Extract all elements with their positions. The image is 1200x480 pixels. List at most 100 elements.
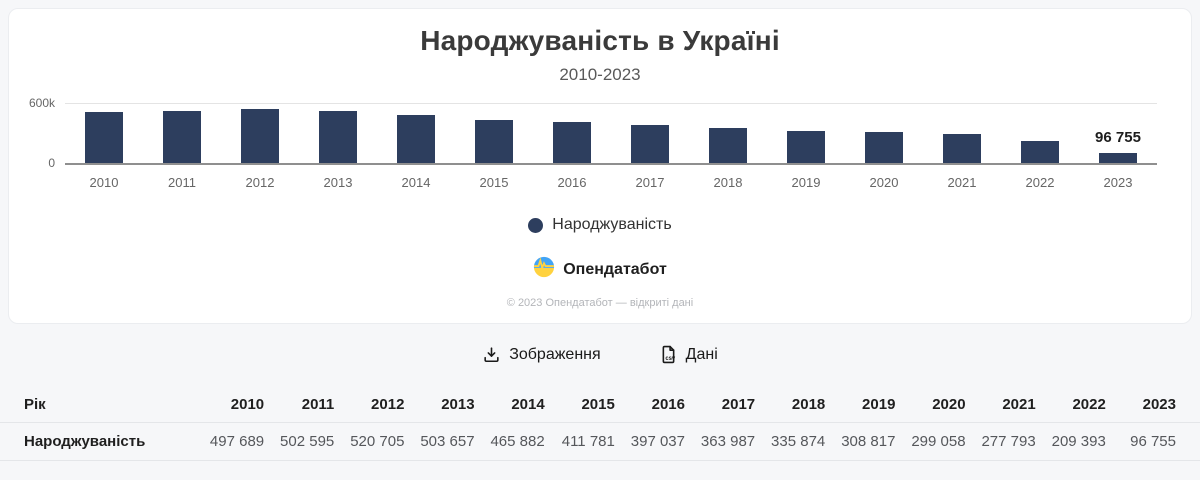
bar-chart: 600k 0 96 755 2010 2011 2012 2013 2014 2015 20… [9, 96, 1191, 190]
table-row: Народжуваність 497 689 502 595 520 705 503 6… [0, 423, 1200, 461]
bar-slot-2020 [845, 103, 923, 163]
table-cell-value: 308 817 [841, 433, 896, 450]
table-row-label: Народжуваність [24, 433, 146, 450]
bar-2022[interactable] [1021, 141, 1059, 163]
bar-2014[interactable] [397, 115, 435, 163]
bar-2011[interactable] [163, 111, 201, 163]
opendatabot-brand[interactable]: Опендатабот [9, 256, 1191, 283]
bar-slot-2016 [533, 103, 611, 163]
table-header-year: 2019 [862, 396, 896, 413]
table-cell-value: 502 595 [280, 433, 335, 450]
bar-2020[interactable] [865, 132, 903, 163]
copyright-text: © 2023 Опендатабот — відкриті дані [506, 297, 694, 309]
table-cell-value: 96 755 [1130, 433, 1176, 450]
bar-2019[interactable] [787, 131, 825, 163]
table-cell-value: 465 882 [490, 433, 545, 450]
bar-value-label: 96 755 [1095, 129, 1141, 146]
x-axis-label: 2018 [713, 175, 743, 190]
bar-slot-2014 [377, 103, 455, 163]
table-header-year: 2022 [1072, 396, 1106, 413]
plot-area: 600k 0 96 755 [29, 96, 1157, 170]
svg-text:csv: csv [665, 356, 676, 362]
bar-2013[interactable] [319, 111, 357, 163]
bar-slot-2012 [221, 103, 299, 163]
x-axis-label: 2016 [557, 175, 587, 190]
download-data-label: Дані [685, 345, 718, 363]
brand-name: Опендатабот [563, 260, 667, 278]
x-axis-label: 2013 [323, 175, 353, 190]
table-header-year: 2012 [371, 396, 405, 413]
x-axis-label: 2017 [635, 175, 665, 190]
x-axis-label: 2015 [479, 175, 509, 190]
table-header-year: 2010 [230, 396, 265, 413]
bars-container: 96 755 [65, 103, 1157, 163]
x-axis-label: 2021 [947, 175, 977, 190]
table-cell-value: 277 793 [981, 433, 1036, 450]
bar-2012[interactable] [241, 109, 279, 163]
x-axis-labels: 2010 2011 2012 2013 2014 2015 2016 2017 2018 2019… [65, 175, 1157, 190]
table-cell-value: 209 393 [1051, 433, 1106, 450]
y-axis-tick-600k: 600k [28, 96, 55, 110]
table-header-year: 2023 [1142, 396, 1176, 413]
bar-2018[interactable] [709, 128, 747, 163]
table-header-year: 2015 [581, 396, 615, 413]
bar-slot-2022 [1001, 103, 1079, 163]
bar-slot-2015 [455, 103, 533, 163]
x-axis-label: 2010 [89, 175, 119, 190]
x-axis-label: 2014 [401, 175, 431, 190]
x-axis-label: 2012 [245, 175, 275, 190]
bar-slot-2018 [689, 103, 767, 163]
legend-label: Народжуваність [552, 216, 672, 233]
table-header-year: 2011 [301, 396, 335, 413]
chart-title: Народжуваність в Україні [420, 25, 780, 56]
chart-subtitle: 2010-2023 [559, 65, 641, 84]
table-cell-value: 497 689 [209, 433, 265, 450]
table-header-rik: Рік [24, 396, 46, 413]
table-cell-value: 363 987 [700, 433, 756, 450]
download-data-button[interactable]: csv Дані [659, 345, 718, 364]
bar-2016[interactable] [553, 122, 591, 163]
bar-2017[interactable] [631, 125, 669, 163]
gridline-600k [65, 103, 1157, 104]
table-cell-value: 397 037 [630, 433, 685, 450]
x-axis-label: 2019 [791, 175, 821, 190]
bar-slot-2023: 96 755 [1079, 103, 1157, 163]
x-axis-label: 2023 [1103, 175, 1133, 190]
actions-row: Зображення csv Дані [0, 345, 1200, 364]
table-header-row: Рік 2010 2011 2012 2013 2014 2015 2016 2017 2018 2… [0, 386, 1200, 423]
table-cell-value: 299 058 [911, 433, 966, 450]
bar-slot-2010 [65, 103, 143, 163]
table-cell-value: 411 781 [561, 433, 615, 450]
data-table: Рік 2010 2011 2012 2013 2014 2015 2016 2017 2018 2… [0, 386, 1200, 461]
bar-2010[interactable] [85, 112, 123, 163]
x-axis-label: 2011 [168, 175, 196, 190]
y-axis-tick-0: 0 [48, 156, 55, 170]
table-cell-value: 503 657 [420, 433, 475, 450]
bar-slot-2021 [923, 103, 1001, 163]
bar-2023[interactable] [1099, 153, 1137, 163]
table-header-year: 2014 [511, 396, 545, 413]
legend-marker [528, 217, 544, 233]
bar-slot-2013 [299, 103, 377, 163]
table-header-year: 2020 [932, 396, 966, 413]
table-cell-value: 335 874 [771, 433, 826, 450]
legend-item-narodzhuvanist[interactable]: Народжуваність [9, 216, 1191, 234]
download-image-label: Зображення [509, 345, 601, 363]
download-icon [482, 345, 501, 364]
table-header-year: 2016 [651, 396, 685, 413]
table-header-year: 2021 [1002, 396, 1036, 413]
bar-slot-2011 [143, 103, 221, 163]
csv-file-icon: csv [659, 345, 678, 364]
bar-slot-2019 [767, 103, 845, 163]
x-axis-label: 2022 [1025, 175, 1055, 190]
table-header-year: 2018 [791, 396, 826, 413]
chart-card: Народжуваність в Україні 2010-2023 600k … [8, 8, 1192, 324]
table-cell-value: 520 705 [350, 433, 405, 450]
download-image-button[interactable]: Зображення [482, 345, 601, 364]
bar-slot-2017 [611, 103, 689, 163]
bar-2015[interactable] [475, 120, 513, 163]
table-header-year: 2017 [721, 396, 756, 413]
opendatabot-logo-icon [533, 256, 555, 283]
bar-2021[interactable] [943, 134, 981, 163]
x-axis-label: 2020 [869, 175, 899, 190]
